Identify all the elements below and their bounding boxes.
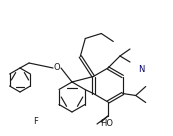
Text: O: O (54, 63, 60, 72)
Text: F: F (34, 118, 38, 126)
Text: HO: HO (101, 120, 113, 129)
Text: N: N (138, 66, 144, 75)
